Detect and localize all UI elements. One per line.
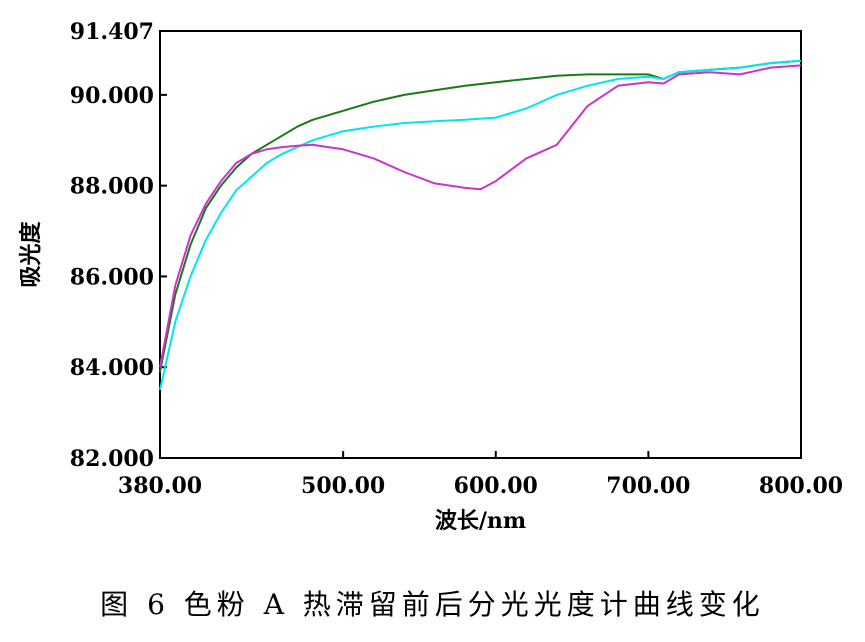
- y-tick-label: 90.000: [70, 83, 154, 109]
- x-tick-label: 500.00: [301, 473, 385, 499]
- x-tick-label: 380.00: [118, 473, 202, 499]
- series-layer: [159, 59, 802, 391]
- x-tick-label: 800.00: [759, 473, 843, 499]
- x-axis-label: 波长/nm: [435, 508, 526, 534]
- y-axis-label: 吸光度: [18, 221, 44, 288]
- x-axis-ticks: 380.00 500.00 600.00 700.00 800.00: [118, 451, 843, 499]
- y-tick-label: 88.000: [70, 174, 154, 200]
- y-tick-label: 91.407: [70, 19, 154, 45]
- x-tick-label: 700.00: [606, 473, 690, 499]
- y-tick-label: 84.000: [70, 355, 154, 381]
- series-line-2: [159, 59, 802, 391]
- plot-area-frame: [159, 30, 802, 459]
- series-line-1: [159, 59, 802, 372]
- figure-caption: 图 6 色粉 A 热滞留前后分光光度计曲线变化: [100, 588, 765, 621]
- y-axis-ticks: 82.000 84.000 86.000 88.000 90.000 91.407: [70, 19, 167, 472]
- series-line-3: [159, 64, 802, 368]
- spectrum-chart: 380.00 500.00 600.00 700.00 800.00 82.000 84.…: [18, 19, 843, 534]
- y-tick-label: 82.000: [70, 446, 154, 472]
- y-tick-label: 86.000: [70, 264, 154, 290]
- x-tick-label: 600.00: [454, 473, 538, 499]
